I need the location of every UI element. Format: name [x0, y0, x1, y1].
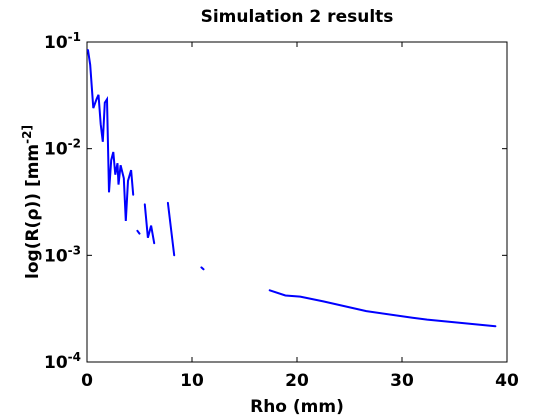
- chart-title: Simulation 2 results: [201, 7, 394, 27]
- data-line: [87, 49, 497, 328]
- y-tick-label: 10-4: [44, 350, 81, 373]
- x-tick-label: 0: [81, 371, 93, 391]
- x-tick-label: 40: [495, 371, 519, 391]
- x-tick-label: 30: [390, 371, 414, 391]
- y-tick-label: 10-2: [44, 137, 81, 160]
- x-axis-label: Rho (mm): [250, 397, 344, 417]
- y-tick-label: 10-3: [44, 243, 81, 266]
- x-tick-label: 20: [285, 371, 309, 391]
- x-tick-label: 10: [180, 371, 204, 391]
- y-tick-label: 10-1: [44, 30, 81, 53]
- y-axis-label: log(R(ρ)) [mm-2]: [20, 125, 43, 279]
- plot-area: [86, 41, 508, 363]
